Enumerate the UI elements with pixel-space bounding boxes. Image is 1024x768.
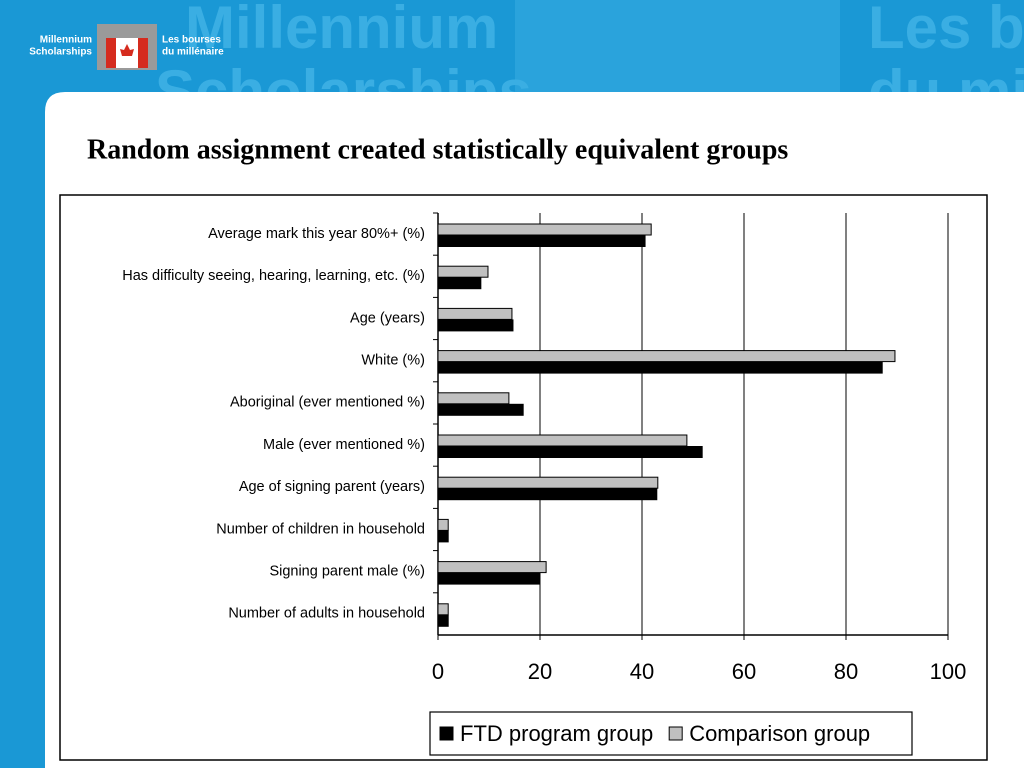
logo-text: Millennium <box>40 35 92 46</box>
bar <box>437 392 510 405</box>
y-tick-label: Aboriginal (ever mentioned %) <box>230 395 425 411</box>
x-tick-label: 60 <box>732 659 756 684</box>
bar <box>437 488 658 501</box>
bar <box>437 561 547 574</box>
bar <box>437 434 688 447</box>
legend-swatch <box>439 726 454 741</box>
watermark-text: Millennium <box>185 0 498 61</box>
y-tick-label: Age of signing parent (years) <box>239 479 425 495</box>
bar <box>437 265 489 278</box>
x-tick-label: 100 <box>930 659 967 684</box>
x-tick-label: 80 <box>834 659 858 684</box>
x-tick-label: 20 <box>528 659 552 684</box>
bar <box>437 361 883 374</box>
bar <box>437 614 449 627</box>
legend-swatch <box>668 726 683 741</box>
y-tick-label: Age (years) <box>350 310 425 326</box>
slide-title: Random assignment created statistically … <box>87 134 788 165</box>
bar <box>437 350 896 363</box>
bar <box>437 307 513 320</box>
y-tick-label: White (%) <box>361 353 425 369</box>
legend-label: Comparison group <box>689 721 870 746</box>
maple-leaf <box>120 44 134 56</box>
y-tick-label: Average mark this year 80%+ (%) <box>208 226 425 242</box>
bar <box>437 235 646 247</box>
y-tick-label: Signing parent male (%) <box>269 564 425 580</box>
logo-text: Scholarships <box>29 47 92 58</box>
y-tick-label: Male (ever mentioned %) <box>263 437 425 453</box>
x-tick-label: 0 <box>432 659 444 684</box>
bar <box>437 319 514 332</box>
y-tick-label: Has difficulty seeing, hearing, learning… <box>122 268 425 284</box>
logo-text: Les bourses <box>162 35 221 46</box>
bar <box>437 277 482 290</box>
y-tick-label: Number of children in household <box>216 521 425 537</box>
watermark-text: Les bourses <box>868 0 1024 61</box>
y-tick-label: Number of adults in household <box>228 606 425 622</box>
bar <box>437 446 703 458</box>
bar <box>437 530 449 543</box>
watermark-box <box>515 0 840 92</box>
bar <box>437 403 524 416</box>
legend-label: FTD program group <box>460 721 653 746</box>
bar <box>437 518 449 531</box>
flag-band <box>138 38 148 68</box>
x-tick-label: 40 <box>630 659 654 684</box>
bar <box>437 572 541 585</box>
flag-band <box>106 38 116 68</box>
bar <box>437 223 652 236</box>
logo-text: du millénaire <box>162 47 224 58</box>
bar <box>437 476 659 489</box>
bar <box>437 603 449 616</box>
